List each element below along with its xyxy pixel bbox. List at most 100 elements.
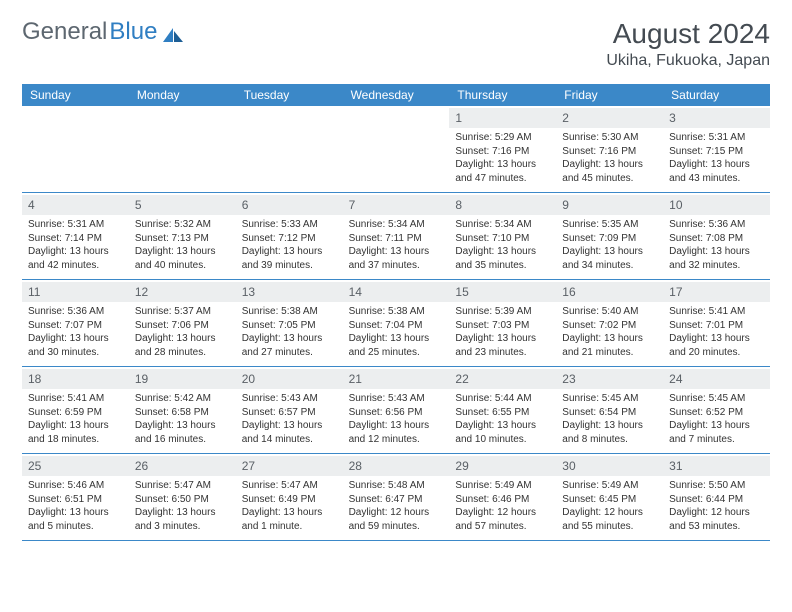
sunrise-text: Sunrise: 5:33 AM [242, 218, 337, 232]
day-cell: 19Sunrise: 5:42 AMSunset: 6:58 PMDayligh… [129, 367, 236, 453]
day-cell: 11 Sunrise: 5:36 AMSunset: 7:07 PMDayligh… [22, 280, 129, 366]
sunset-text: Sunset: 7:10 PM [455, 232, 550, 246]
sunrise-text: Sunrise: 5:30 AM [562, 131, 657, 145]
day-number: 3 [663, 108, 770, 128]
daylight-text: Daylight: 13 hours and 23 minutes. [455, 332, 550, 359]
sunrise-text: Sunrise: 5:35 AM [562, 218, 657, 232]
day-info: Sunrise: 5:48 AMSunset: 6:47 PMDaylight:… [347, 479, 446, 533]
day-info: Sunrise: 5:49 AMSunset: 6:46 PMDaylight:… [453, 479, 552, 533]
day-info: Sunrise: 5:43 AMSunset: 6:56 PMDaylight:… [347, 392, 446, 446]
daylight-text: Daylight: 12 hours and 55 minutes. [562, 506, 657, 533]
day-number [236, 108, 343, 112]
day-number [129, 108, 236, 112]
day-info: Sunrise: 5:31 AMSunset: 7:14 PMDaylight:… [26, 218, 125, 272]
day-number: 9 [556, 195, 663, 215]
sunset-text: Sunset: 7:13 PM [135, 232, 230, 246]
daylight-text: Daylight: 13 hours and 14 minutes. [242, 419, 337, 446]
day-number: 6 [236, 195, 343, 215]
day-header-sat: Saturday [663, 84, 770, 106]
day-info: Sunrise: 5:30 AMSunset: 7:16 PMDaylight:… [560, 131, 659, 185]
day-info: Sunrise: 5:34 AMSunset: 7:10 PMDaylight:… [453, 218, 552, 272]
day-header-tue: Tuesday [236, 84, 343, 106]
day-header-thu: Thursday [449, 84, 556, 106]
week-row: 18 Sunrise: 5:41 AMSunset: 6:59 PMDayligh… [22, 367, 770, 454]
day-cell: 26Sunrise: 5:47 AMSunset: 6:50 PMDayligh… [129, 454, 236, 540]
week-row: 25Sunrise: 5:46 AMSunset: 6:51 PMDayligh… [22, 454, 770, 541]
day-info: Sunrise: 5:38 AMSunset: 7:05 PMDaylight:… [240, 305, 339, 359]
day-cell: 17Sunrise: 5:41 AMSunset: 7:01 PMDayligh… [663, 280, 770, 366]
calendar: Sunday Monday Tuesday Wednesday Thursday… [22, 84, 770, 541]
sunrise-text: Sunrise: 5:31 AM [669, 131, 764, 145]
daylight-text: Daylight: 13 hours and 39 minutes. [242, 245, 337, 272]
day-info: Sunrise: 5:41 AMSunset: 6:59 PMDaylight:… [26, 392, 125, 446]
daylight-text: Daylight: 13 hours and 35 minutes. [455, 245, 550, 272]
sunrise-text: Sunrise: 5:38 AM [349, 305, 444, 319]
sunset-text: Sunset: 6:44 PM [669, 493, 764, 507]
day-number: 31 [663, 456, 770, 476]
day-cell: 27Sunrise: 5:47 AMSunset: 6:49 PMDayligh… [236, 454, 343, 540]
day-header-sun: Sunday [22, 84, 129, 106]
day-cell: 4 Sunrise: 5:31 AMSunset: 7:14 PMDaylight… [22, 193, 129, 279]
logo-text-general: General [22, 18, 107, 46]
day-number: 27 [236, 456, 343, 476]
weeks-container: 1Sunrise: 5:29 AMSunset: 7:16 PMDaylight… [22, 106, 770, 541]
daylight-text: Daylight: 13 hours and 3 minutes. [135, 506, 230, 533]
day-cell: 29Sunrise: 5:49 AMSunset: 6:46 PMDayligh… [449, 454, 556, 540]
sunset-text: Sunset: 6:58 PM [135, 406, 230, 420]
sunrise-text: Sunrise: 5:45 AM [669, 392, 764, 406]
sunrise-text: Sunrise: 5:38 AM [242, 305, 337, 319]
daylight-text: Daylight: 13 hours and 10 minutes. [455, 419, 550, 446]
day-number: 22 [449, 369, 556, 389]
daylight-text: Daylight: 13 hours and 21 minutes. [562, 332, 657, 359]
day-info: Sunrise: 5:40 AMSunset: 7:02 PMDaylight:… [560, 305, 659, 359]
sunset-text: Sunset: 6:57 PM [242, 406, 337, 420]
sunrise-text: Sunrise: 5:32 AM [135, 218, 230, 232]
day-info: Sunrise: 5:35 AMSunset: 7:09 PMDaylight:… [560, 218, 659, 272]
day-number: 18 [22, 369, 129, 389]
day-number: 4 [22, 195, 129, 215]
day-number: 14 [343, 282, 450, 302]
sunset-text: Sunset: 6:45 PM [562, 493, 657, 507]
day-cell: 8Sunrise: 5:34 AMSunset: 7:10 PMDaylight… [449, 193, 556, 279]
daylight-text: Daylight: 13 hours and 1 minute. [242, 506, 337, 533]
day-number: 16 [556, 282, 663, 302]
day-info: Sunrise: 5:42 AMSunset: 6:58 PMDaylight:… [133, 392, 232, 446]
daylight-text: Daylight: 13 hours and 40 minutes. [135, 245, 230, 272]
sunrise-text: Sunrise: 5:36 AM [669, 218, 764, 232]
sunrise-text: Sunrise: 5:42 AM [135, 392, 230, 406]
sunrise-text: Sunrise: 5:43 AM [349, 392, 444, 406]
sunrise-text: Sunrise: 5:47 AM [242, 479, 337, 493]
day-cell: 7Sunrise: 5:34 AMSunset: 7:11 PMDaylight… [343, 193, 450, 279]
day-info: Sunrise: 5:37 AMSunset: 7:06 PMDaylight:… [133, 305, 232, 359]
daylight-text: Daylight: 13 hours and 27 minutes. [242, 332, 337, 359]
sunrise-text: Sunrise: 5:34 AM [349, 218, 444, 232]
sunset-text: Sunset: 7:08 PM [669, 232, 764, 246]
day-info: Sunrise: 5:45 AMSunset: 6:52 PMDaylight:… [667, 392, 766, 446]
day-number: 17 [663, 282, 770, 302]
day-number: 26 [129, 456, 236, 476]
day-number: 1 [449, 108, 556, 128]
day-cell: 25Sunrise: 5:46 AMSunset: 6:51 PMDayligh… [22, 454, 129, 540]
logo: GeneralBlue [22, 18, 185, 46]
daylight-text: Daylight: 12 hours and 53 minutes. [669, 506, 764, 533]
sunrise-text: Sunrise: 5:46 AM [28, 479, 123, 493]
day-cell: 6Sunrise: 5:33 AMSunset: 7:12 PMDaylight… [236, 193, 343, 279]
day-number: 11 [22, 282, 129, 302]
day-cell [343, 106, 450, 192]
day-cell: 3 Sunrise: 5:31 AMSunset: 7:15 PMDaylight… [663, 106, 770, 192]
day-info: Sunrise: 5:36 AMSunset: 7:08 PMDaylight:… [667, 218, 766, 272]
sunrise-text: Sunrise: 5:29 AM [455, 131, 550, 145]
day-cell: 20Sunrise: 5:43 AMSunset: 6:57 PMDayligh… [236, 367, 343, 453]
day-info: Sunrise: 5:36 AMSunset: 7:07 PMDaylight:… [26, 305, 125, 359]
sunset-text: Sunset: 6:56 PM [349, 406, 444, 420]
daylight-text: Daylight: 13 hours and 5 minutes. [28, 506, 123, 533]
day-cell: 12Sunrise: 5:37 AMSunset: 7:06 PMDayligh… [129, 280, 236, 366]
sunset-text: Sunset: 6:46 PM [455, 493, 550, 507]
daylight-text: Daylight: 13 hours and 18 minutes. [28, 419, 123, 446]
location: Ukiha, Fukuoka, Japan [606, 52, 770, 70]
day-header-mon: Monday [129, 84, 236, 106]
sunrise-text: Sunrise: 5:49 AM [562, 479, 657, 493]
day-info: Sunrise: 5:31 AMSunset: 7:15 PMDaylight:… [667, 131, 766, 185]
sunrise-text: Sunrise: 5:50 AM [669, 479, 764, 493]
day-info: Sunrise: 5:39 AMSunset: 7:03 PMDaylight:… [453, 305, 552, 359]
